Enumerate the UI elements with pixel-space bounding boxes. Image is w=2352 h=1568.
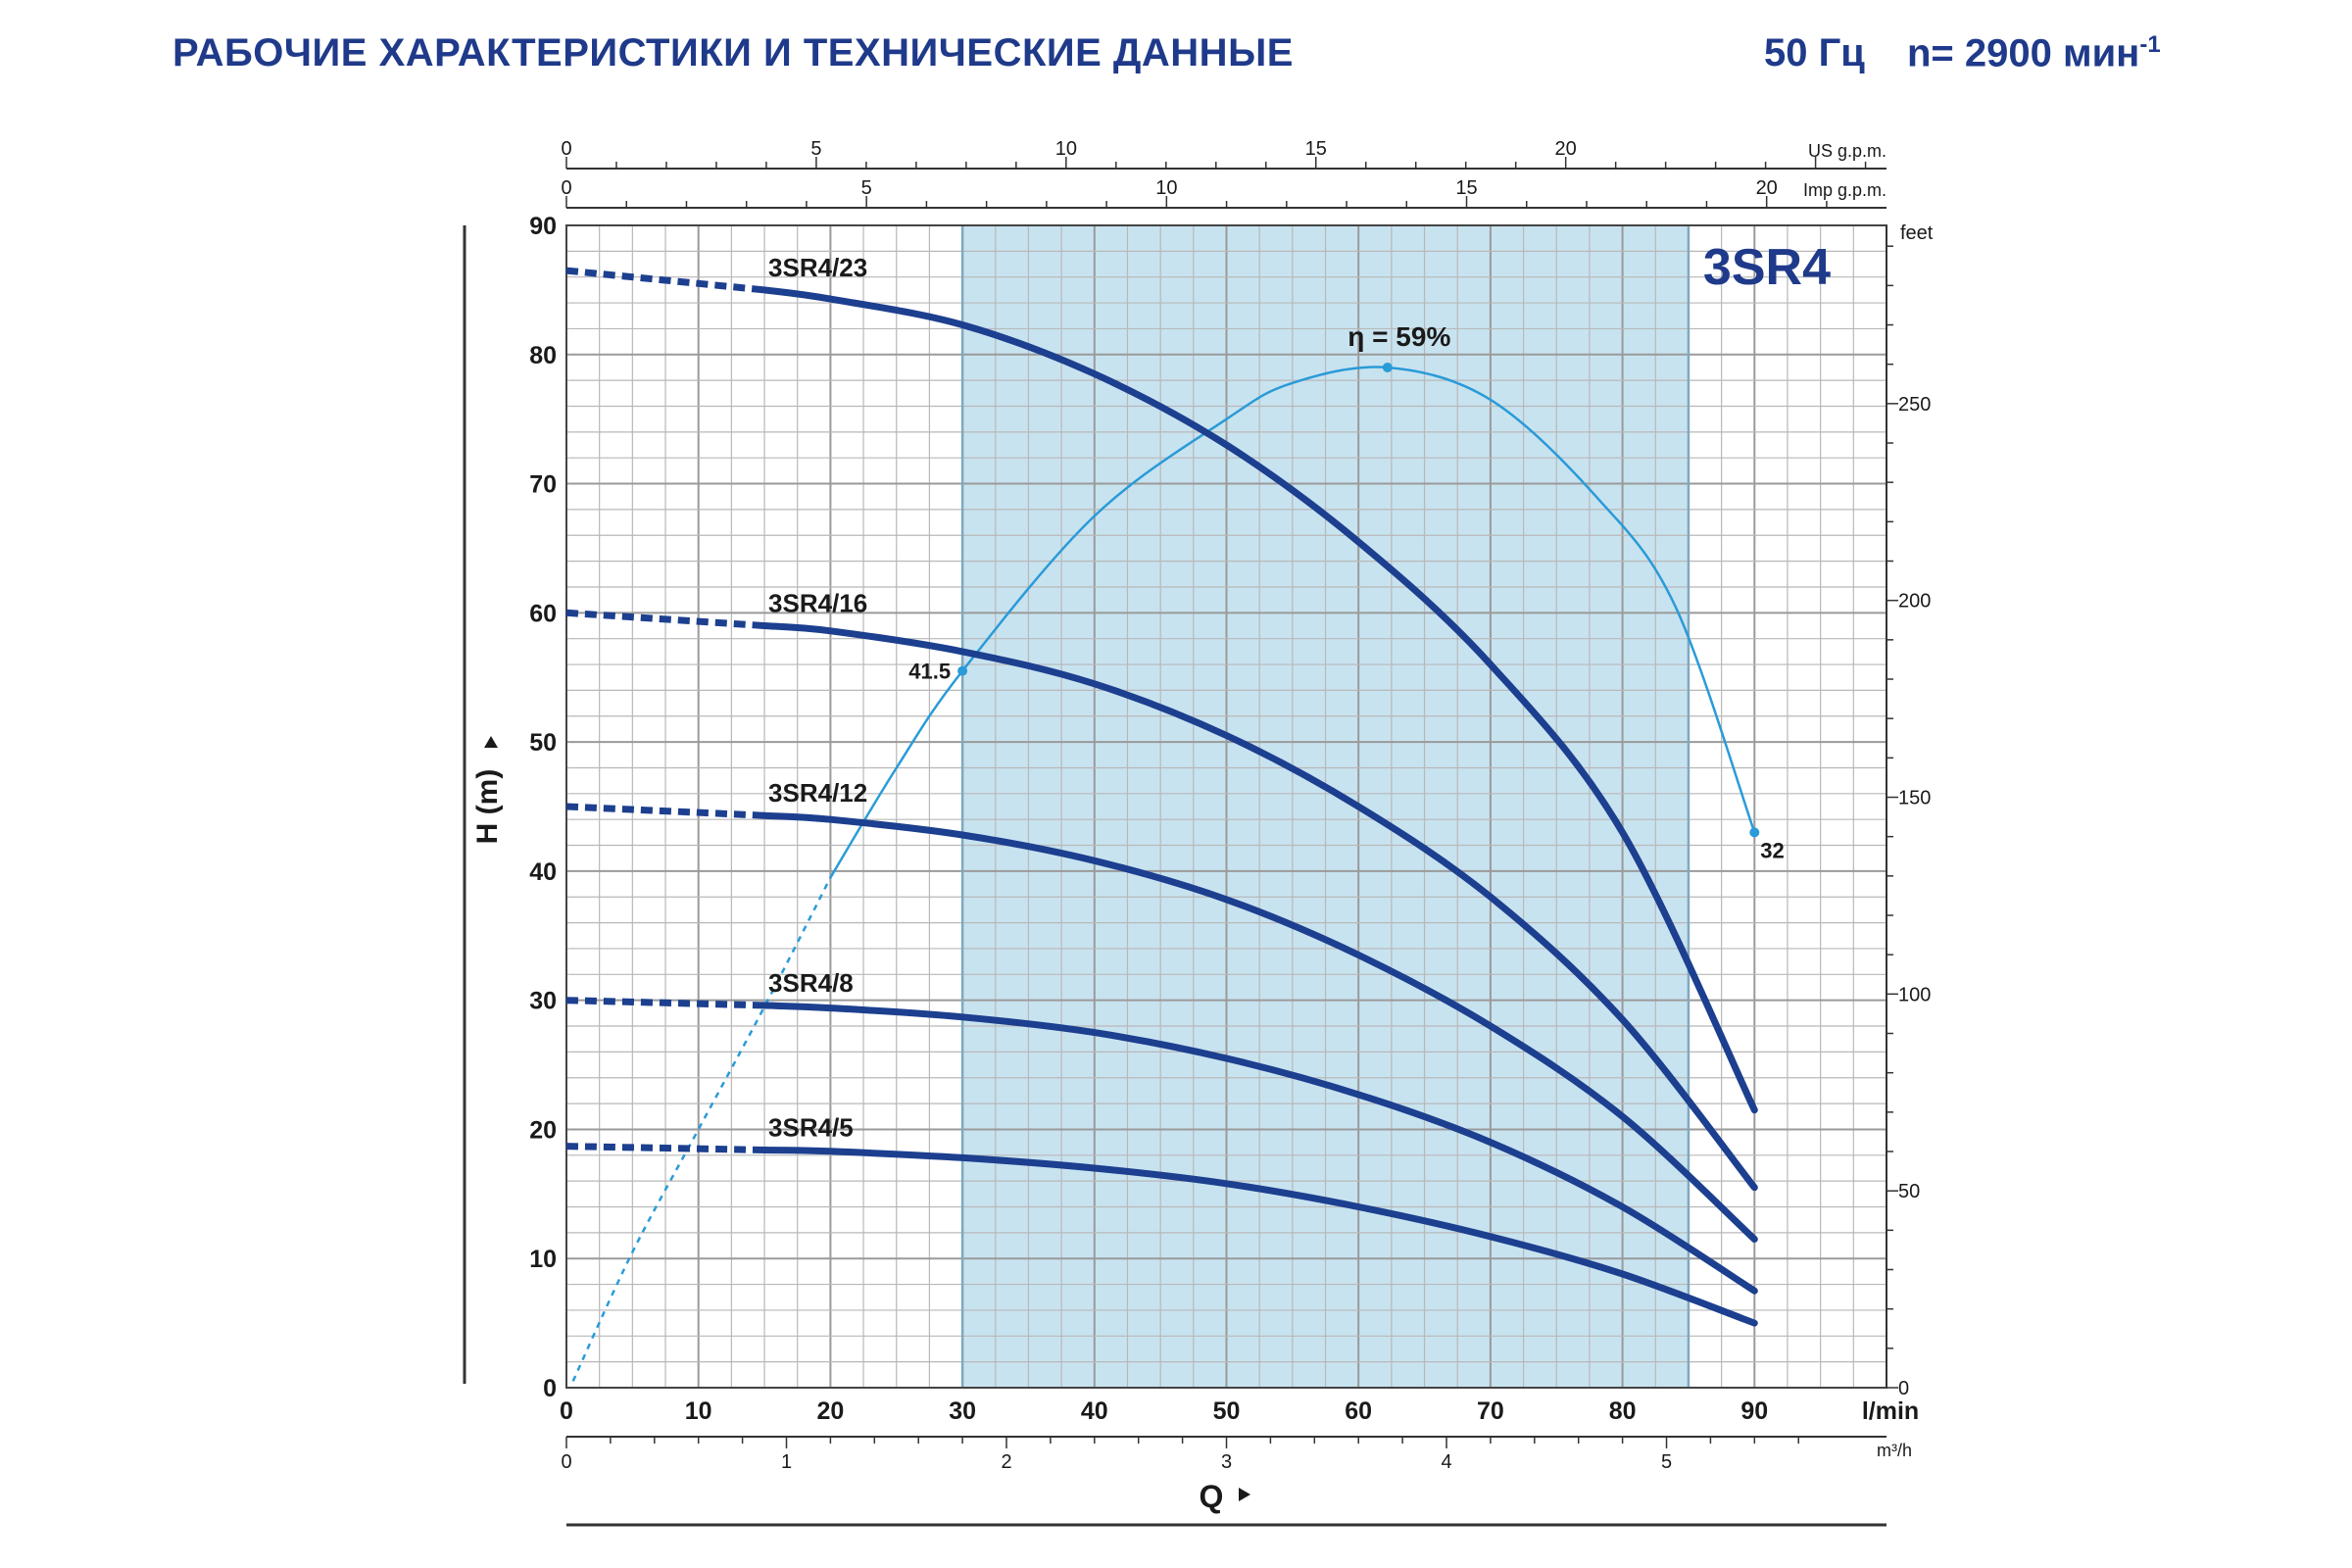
pump-curve [760,286,1758,1114]
top-axis-tick-label: 5 [861,177,872,199]
speed-label: n= 2900 мин-1 [1907,31,2161,75]
efficiency-end-label: 32 [1760,838,1784,862]
top-axis-tick-label: 5 [810,138,821,160]
pump-curve-label: 3SR4/5 [768,1113,854,1143]
y-tick-label: 50 [529,729,557,757]
m3h-unit-label: m³/h [1877,1441,1912,1460]
y-axis-label: H (m) [471,769,504,845]
pump-curve-dashed [565,803,765,819]
y-tick-label: 80 [529,342,557,369]
y-tick-label: 20 [529,1116,557,1144]
pump-curve-label: 3SR4/12 [768,778,867,808]
m3h-tick-label: 3 [1221,1451,1232,1473]
x-tick-label: 30 [949,1397,976,1425]
pump-curve-label: 3SR4/23 [768,253,867,282]
x-axis-arrow [1239,1488,1250,1501]
feet-tick-label: 0 [1898,1378,1909,1399]
pump-curve-dashed [565,1143,765,1153]
feet-tick-label: 100 [1898,984,1931,1005]
m3h-tick-label: 0 [561,1451,571,1473]
top-axis-tick-label: 15 [1305,138,1327,160]
y-axis-arrow [484,736,498,748]
y-tick-label: 60 [529,600,557,627]
pump-curve-label: 3SR4/16 [768,589,867,618]
top-axis-tick-label: 0 [561,138,571,160]
x-tick-label: 90 [1740,1397,1768,1425]
efficiency-start-label: 41.5 [908,660,951,684]
top-axis-tick-label: 10 [1055,138,1077,160]
top-axis-tick-label: 0 [561,177,571,199]
efficiency-peak-label: η = 59% [1348,321,1450,352]
efficiency-start-point [957,665,968,676]
pump-curve-dashed [565,267,765,294]
efficiency-curve-dashed [571,876,832,1382]
pump-curve [760,622,1758,1192]
pump-curve-dashed [565,997,765,1009]
x-tick-label: 80 [1609,1397,1637,1425]
speed-exponent: -1 [2139,31,2161,58]
x-tick-label: 20 [816,1397,844,1425]
page-title: РАБОЧИЕ ХАРАКТЕРИСТИКИ И ТЕХНИЧЕСКИЕ ДАН… [172,31,1294,74]
efficiency-curve [829,366,1756,879]
pump-curve [760,811,1758,1243]
feet-tick-label: 50 [1898,1181,1920,1202]
x-unit-label: l/min [1862,1397,1919,1425]
pump-curve-label: 3SR4/8 [768,968,854,998]
feet-tick-label: 200 [1898,591,1931,612]
y-tick-label: 10 [529,1246,557,1273]
y-tick-label: 70 [529,471,557,499]
m3h-tick-label: 5 [1661,1451,1672,1473]
feet-tick-label: 150 [1898,788,1931,809]
m3h-tick-label: 1 [781,1451,792,1473]
pump-curve-dashed [565,609,765,629]
efficiency-peak-point [1382,362,1393,372]
top-axis-unit-label: Imp g.p.m. [1803,180,1886,200]
y-tick-label: 30 [529,988,557,1015]
top-axis-tick-label: 20 [1555,138,1577,160]
pump-curve [760,1147,1758,1327]
x-tick-label: 40 [1081,1397,1108,1425]
y-tick-label: 40 [529,858,557,886]
x-tick-label: 10 [685,1397,712,1425]
x-tick-label: 60 [1345,1397,1372,1425]
top-axis-tick-label: 20 [1756,177,1778,199]
m3h-tick-label: 4 [1441,1451,1451,1473]
top-axis-tick-label: 10 [1155,177,1177,199]
y-tick-label: 0 [543,1375,557,1402]
x-tick-label: 0 [560,1397,573,1425]
model-badge: 3SR4 [1703,239,1831,296]
x-tick-label: 70 [1477,1397,1504,1425]
m3h-tick-label: 2 [1001,1451,1011,1473]
top-axis-tick-label: 15 [1455,177,1477,199]
pump-curve [760,1002,1758,1295]
y-tick-label: 90 [529,213,557,240]
x-axis-label: Q [1200,1479,1224,1514]
speed-value: n= 2900 мин [1907,31,2140,75]
top-axis-unit-label: US g.p.m. [1808,141,1886,161]
frequency-label: 50 Гц [1764,31,1865,74]
x-tick-label: 50 [1213,1397,1241,1425]
feet-tick-label: 250 [1898,394,1931,416]
feet-unit-label: feet [1900,222,1934,244]
efficiency-end-point [1749,827,1760,838]
